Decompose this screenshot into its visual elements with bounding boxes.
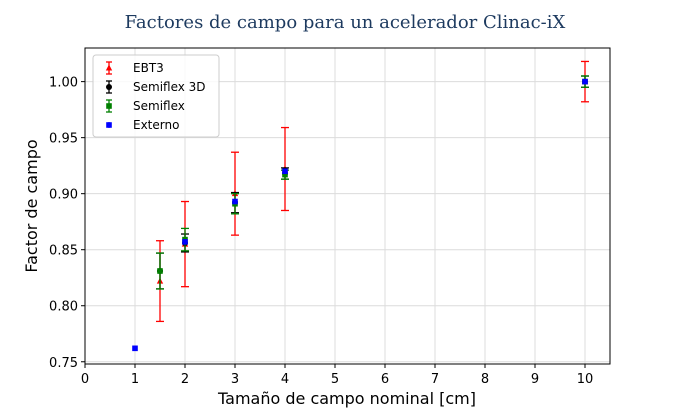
legend-label: Semiflex 3D (133, 80, 206, 94)
data-point (582, 78, 588, 85)
data-point (282, 168, 288, 175)
legend-marker (106, 103, 112, 109)
legend-label: Externo (133, 118, 179, 132)
legend-marker (106, 122, 112, 128)
x-tick-label: 6 (381, 372, 389, 387)
x-axis: 0 1 2 3 4 5 6 7 8 9 10 (81, 364, 593, 387)
data-marks (132, 60, 589, 352)
data-point (132, 345, 138, 352)
y-tick-label: 0.75 (49, 356, 78, 371)
x-tick-label: 9 (531, 372, 539, 387)
legend-box (92, 54, 220, 138)
legend-marker (106, 84, 112, 90)
series-semiflex-3d (156, 75, 589, 290)
x-axis-label: Tamaño de campo nominal [cm] (217, 389, 476, 408)
series-ebt3 (156, 60, 589, 323)
x-tick-label: 3 (231, 372, 239, 387)
x-tick-label: 10 (577, 372, 594, 387)
y-tick-label: 1.00 (49, 76, 78, 91)
y-axis: 0.75 0.80 0.85 0.90 0.95 1.00 (49, 76, 85, 371)
y-tick-label: 0.85 (49, 244, 78, 259)
legend-marker (105, 64, 113, 71)
y-tick-label: 0.95 (49, 132, 78, 147)
legend-label: EBT3 (133, 61, 164, 75)
x-tick-label: 4 (281, 372, 289, 387)
data-point (157, 268, 163, 274)
data-point (282, 171, 288, 178)
legend: EBT3 Semiflex 3D Semiflex Externo (92, 54, 220, 138)
series-semiflex (156, 75, 589, 290)
x-tick-label: 7 (431, 372, 439, 387)
x-tick-label: 5 (331, 372, 339, 387)
y-tick-label: 0.80 (49, 300, 78, 315)
x-tick-label: 0 (81, 372, 89, 387)
x-tick-label: 2 (181, 372, 189, 387)
series-externo (132, 78, 588, 352)
data-point (232, 198, 238, 205)
plot-frame (84, 47, 611, 365)
data-point (182, 239, 188, 245)
x-tick-label: 8 (481, 372, 489, 387)
x-tick-label: 1 (131, 372, 139, 387)
y-tick-label: 0.90 (49, 188, 78, 203)
y-axis-label: Factor de campo (22, 139, 41, 272)
chart-title: Factores de campo para un acelerador Cli… (125, 12, 566, 33)
legend-label: Semiflex (133, 99, 185, 113)
